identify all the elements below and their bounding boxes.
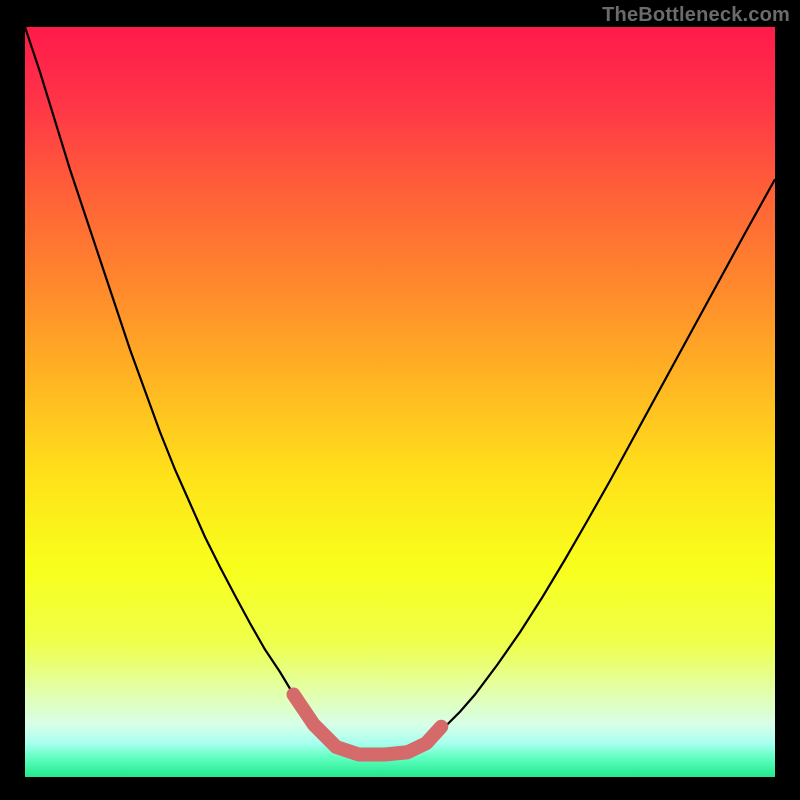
watermark-label: TheBottleneck.com [602, 4, 790, 27]
bottleneck-chart [25, 27, 775, 777]
chart-container: TheBottleneck.com [0, 0, 800, 800]
chart-plot-background [25, 27, 775, 777]
